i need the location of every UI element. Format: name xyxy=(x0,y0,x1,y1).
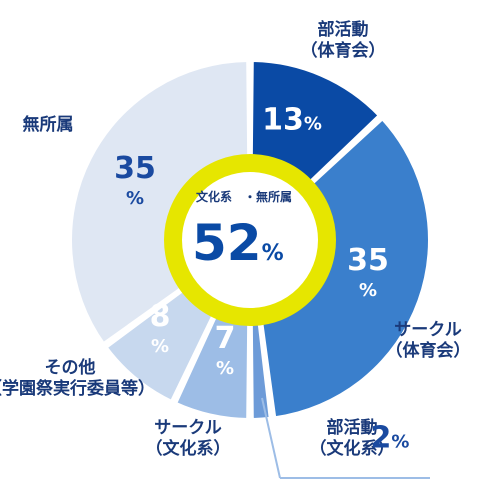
slice-label: サークル （体育会） xyxy=(386,320,471,363)
center-value: 52% xyxy=(192,212,284,275)
slice xyxy=(247,115,432,421)
slice-label-line: （体育会） xyxy=(385,341,471,362)
slice-percent-value: 2 xyxy=(370,420,392,456)
slice-percent-sign: % xyxy=(303,113,322,135)
slice-percent: 2% xyxy=(371,419,410,457)
slice-label-line: （学園祭実行委員等） xyxy=(0,379,155,400)
slice-label: 部活動 （体育会） xyxy=(301,20,386,63)
slice-label: サークル （文化系） xyxy=(146,418,231,461)
slice-label: その他 （学園祭実行委員等） xyxy=(0,358,155,401)
slice-label-line: その他 xyxy=(44,358,96,378)
slice-percent-value: 7 xyxy=(214,321,236,356)
slice-percent: 13% xyxy=(262,101,322,139)
center-value-number: 52 xyxy=(192,214,262,272)
slice-percent-value: 35 xyxy=(114,151,156,186)
slice-percent-value: 8 xyxy=(149,299,171,334)
slice-label: 部活動 （文化系） xyxy=(310,418,395,461)
slice-label-line: （文化系） xyxy=(145,439,231,460)
slice-label-line: （体育会） xyxy=(300,41,386,62)
slice-percent: 35% xyxy=(114,150,156,210)
slice-percent: 7% xyxy=(215,320,236,380)
slice-percent: 8% xyxy=(150,298,171,358)
slice-label-line: 無所属 xyxy=(22,115,74,135)
slice-percent: 35% xyxy=(347,242,389,302)
slice-label-line: 部活動 xyxy=(317,20,369,40)
slice-label-line: サークル xyxy=(154,418,222,438)
slice-percent-sign: % xyxy=(391,431,410,453)
slice-percent-sign: % xyxy=(215,357,235,379)
slice-percent-sign: % xyxy=(150,335,170,357)
center-label: 文化系 ・無所属 xyxy=(196,190,293,204)
slice-percent-value: 35 xyxy=(347,243,389,278)
slice-label: 無所属 xyxy=(23,115,74,136)
leader-line xyxy=(261,397,281,479)
slice-label-line: サークル xyxy=(394,320,462,340)
slice-label-line: （文化系） xyxy=(309,439,395,460)
slice-label-line: 部活動 xyxy=(326,418,378,438)
slice-percent-sign: % xyxy=(125,187,145,209)
slice xyxy=(68,57,253,348)
slice-percent-sign: % xyxy=(358,279,378,301)
center-value-unit: % xyxy=(261,241,284,266)
slice-percent-value: 13 xyxy=(262,102,304,138)
center-highlight-ring xyxy=(164,154,336,326)
